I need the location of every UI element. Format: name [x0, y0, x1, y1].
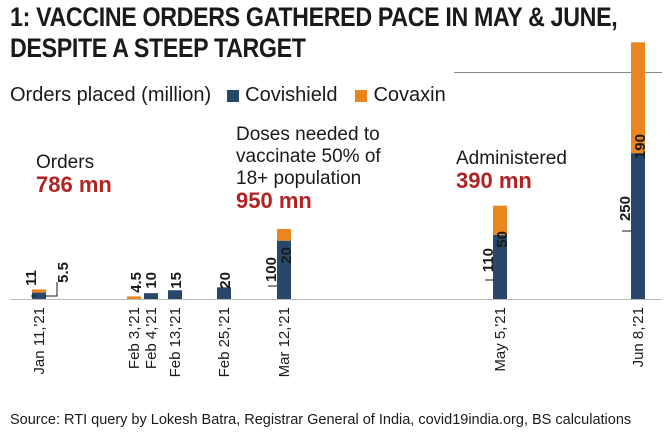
legend-covishield: Covishield [245, 84, 338, 106]
covaxin-swatch [355, 89, 368, 102]
data-label: 4.5 [128, 272, 145, 293]
x-tick-label: Jan 11,'21 [31, 307, 48, 375]
x-tick-label: Feb 13,'21 [167, 307, 184, 377]
data-label: 100 [263, 257, 280, 282]
bar-7-covishield [631, 153, 645, 299]
x-tick-label: May 5,'21 [492, 307, 509, 372]
target-value: 950 mn [236, 188, 312, 213]
data-label: 110 [480, 248, 497, 272]
data-label: 11 [23, 270, 40, 286]
covishield-swatch [227, 89, 240, 102]
data-label: 15 [168, 272, 185, 289]
bar-0-covaxin [32, 289, 46, 293]
data-label: 250 [617, 196, 634, 221]
x-tick-label: Feb 25,'21 [216, 307, 233, 377]
leader-line [45, 282, 58, 297]
chart-title: 1: VACCINE ORDERS GATHERED PACE IN MAY &… [10, 2, 618, 64]
bar-3-covishield [168, 290, 182, 299]
bar-7-covaxin [631, 42, 645, 154]
x-tick-label: Feb 4,'21 [143, 307, 160, 369]
data-label: 10 [143, 272, 160, 289]
bar-5-covaxin [277, 229, 291, 241]
orders-annotation: Orders 786 mn [36, 152, 112, 196]
data-label: 20 [278, 247, 295, 264]
data-label: 5.5 [55, 262, 72, 283]
bar-6-covaxin [493, 205, 507, 235]
bar-4-covishield [217, 287, 231, 299]
data-label: 50 [494, 231, 511, 248]
x-tick-label: Mar 12,'21 [276, 307, 293, 377]
administered-label: Administered [456, 148, 567, 169]
legend-covaxin: Covaxin [373, 84, 446, 106]
target-annotation: Doses needed to vaccinate 50% of 18+ pop… [236, 124, 381, 212]
target-label-line-3: 18+ population [236, 168, 362, 189]
bar-5-covishield [277, 240, 291, 299]
bar-2-covishield [144, 293, 158, 299]
bar-1-covaxin [127, 296, 141, 299]
administered-annotation: Administered 390 mn [456, 148, 567, 192]
administered-value: 390 mn [456, 168, 532, 193]
title-line-2: DESPITE A STEEP TARGET [10, 33, 306, 63]
orders-label: Orders [36, 152, 95, 173]
bar-0-covishield [32, 292, 46, 299]
x-tick-label: Jun 8,'21 [630, 307, 647, 367]
target-label-line-2: vaccinate 50% of [236, 146, 381, 167]
data-label: 190 [632, 134, 649, 159]
target-label-line-1: Doses needed to [236, 124, 380, 145]
source-note: Source: RTI query by Lokesh Batra, Regis… [10, 412, 632, 428]
y-axis-label: Orders placed (million) [10, 84, 212, 106]
data-label: 20 [217, 272, 234, 289]
orders-value: 786 mn [36, 172, 112, 197]
title-line-1: 1: VACCINE ORDERS GATHERED PACE IN MAY &… [10, 2, 618, 32]
legend: Orders placed (million) Covishield Covax… [10, 84, 446, 107]
x-tick-label: Feb 3,'21 [126, 307, 143, 369]
bar-6-covishield [493, 234, 507, 299]
